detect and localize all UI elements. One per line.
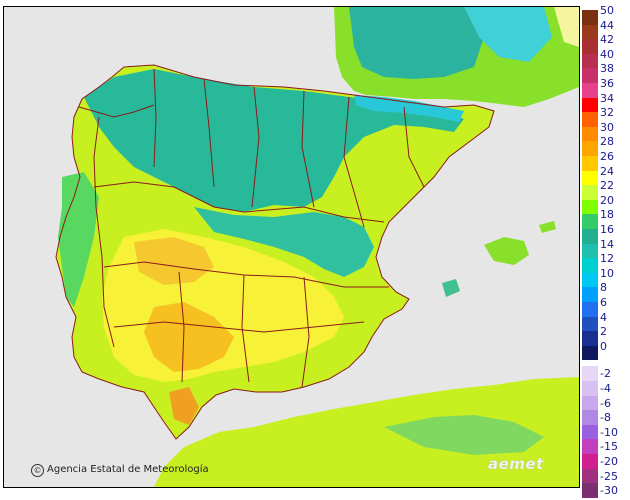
aemet-logo: aemet bbox=[488, 455, 544, 473]
legend-swatch bbox=[582, 83, 598, 98]
legend-label: 10 bbox=[600, 266, 614, 280]
legend-swatch bbox=[582, 185, 598, 200]
legend-label: -25 bbox=[600, 469, 618, 483]
legend-label: 40 bbox=[600, 47, 614, 61]
legend-label: 26 bbox=[600, 150, 614, 163]
legend-label: 2 bbox=[600, 325, 607, 339]
legend-swatch bbox=[582, 454, 598, 469]
temperature-map-canvas bbox=[55, 7, 579, 487]
legend-label: 32 bbox=[600, 106, 614, 120]
guadalquivir-hot-zone bbox=[144, 302, 234, 372]
legend-swatch bbox=[582, 141, 598, 156]
legend-label: -8 bbox=[600, 411, 611, 425]
legend-swatch bbox=[582, 483, 598, 498]
legend-swatch bbox=[582, 229, 598, 244]
legend-swatch bbox=[582, 24, 598, 40]
legend-label: 42 bbox=[600, 33, 614, 47]
legend-swatch bbox=[582, 53, 598, 69]
lamancha-hot-zone bbox=[134, 237, 214, 285]
legend-swatch bbox=[582, 395, 598, 411]
temperature-legend: 50 44 42 40 38 36 34 32 30 28 26 24 22 20 18 16 14 12 10 8 6… bbox=[582, 5, 626, 498]
temperature-map bbox=[3, 6, 580, 488]
legend-swatch bbox=[582, 126, 598, 142]
legend-swatch bbox=[582, 170, 598, 186]
legend-label: -6 bbox=[600, 396, 611, 410]
legend-swatch bbox=[582, 439, 598, 454]
legend-label: 38 bbox=[600, 62, 614, 76]
regional-borders bbox=[55, 64, 495, 440]
legend-label: 24 bbox=[600, 164, 614, 178]
legend-label: -10 bbox=[600, 425, 618, 439]
sevilla-hot-spot bbox=[169, 387, 199, 425]
legend-label: -30 bbox=[600, 484, 618, 498]
copyright-icon: © bbox=[31, 464, 44, 477]
legend-label: 16 bbox=[600, 223, 614, 236]
legend-swatch bbox=[582, 68, 598, 83]
north-africa-cool-zone bbox=[384, 415, 544, 455]
legend-swatch bbox=[582, 97, 598, 113]
credit-text: Agencia Estatal de Meteorología bbox=[47, 464, 209, 475]
legend-label: -20 bbox=[600, 455, 618, 468]
portugal-coast-zone bbox=[58, 172, 99, 307]
legend-label: -2 bbox=[600, 367, 611, 381]
legend-label: -15 bbox=[600, 440, 618, 454]
legend-label: 12 bbox=[600, 252, 614, 266]
legend-swatch bbox=[582, 366, 598, 381]
legend-swatch bbox=[582, 10, 598, 25]
legend-swatch bbox=[582, 468, 598, 484]
legend-swatch bbox=[582, 302, 598, 317]
legend-label: 30 bbox=[600, 120, 614, 134]
france-teal-area bbox=[349, 7, 484, 79]
legend-swatch bbox=[582, 316, 598, 332]
legend-label: 18 bbox=[600, 208, 614, 222]
pyrenees-zone bbox=[354, 95, 464, 122]
legend-label: 4 bbox=[600, 310, 607, 324]
legend-label: 22 bbox=[600, 179, 614, 193]
legend-swatch bbox=[582, 424, 598, 440]
legend-swatch bbox=[582, 214, 598, 229]
menorca-island bbox=[539, 221, 556, 233]
legend-label: 34 bbox=[600, 91, 614, 105]
legend-label: 50 bbox=[600, 4, 614, 17]
france-cyan-area bbox=[464, 7, 552, 62]
legend-label: 14 bbox=[600, 237, 614, 251]
legend-swatch bbox=[582, 381, 598, 396]
legend-label: -4 bbox=[600, 382, 611, 395]
legend-label: 36 bbox=[600, 77, 614, 90]
legend-label: 20 bbox=[600, 193, 614, 207]
legend-swatch bbox=[582, 272, 598, 288]
ibiza-island bbox=[442, 279, 460, 297]
legend-label: 44 bbox=[600, 18, 614, 32]
central-cool-zone bbox=[194, 207, 374, 277]
legend-swatch bbox=[582, 112, 598, 127]
legend-swatch bbox=[582, 345, 598, 361]
legend-label: 0 bbox=[600, 339, 607, 353]
legend-swatch bbox=[582, 258, 598, 273]
legend-swatch bbox=[582, 199, 598, 215]
france-yellow-corner bbox=[554, 7, 579, 47]
legend-swatch bbox=[582, 410, 598, 425]
legend-label: 28 bbox=[600, 135, 614, 149]
legend-swatch bbox=[582, 287, 598, 302]
legend-swatch bbox=[582, 156, 598, 171]
legend-label: 8 bbox=[600, 281, 607, 295]
legend-swatch bbox=[582, 331, 598, 346]
mallorca-island bbox=[484, 237, 529, 265]
legend-swatch bbox=[582, 39, 598, 54]
legend-label: 6 bbox=[600, 296, 607, 309]
north-africa-landmass bbox=[154, 377, 579, 487]
legend-swatch bbox=[582, 243, 598, 259]
